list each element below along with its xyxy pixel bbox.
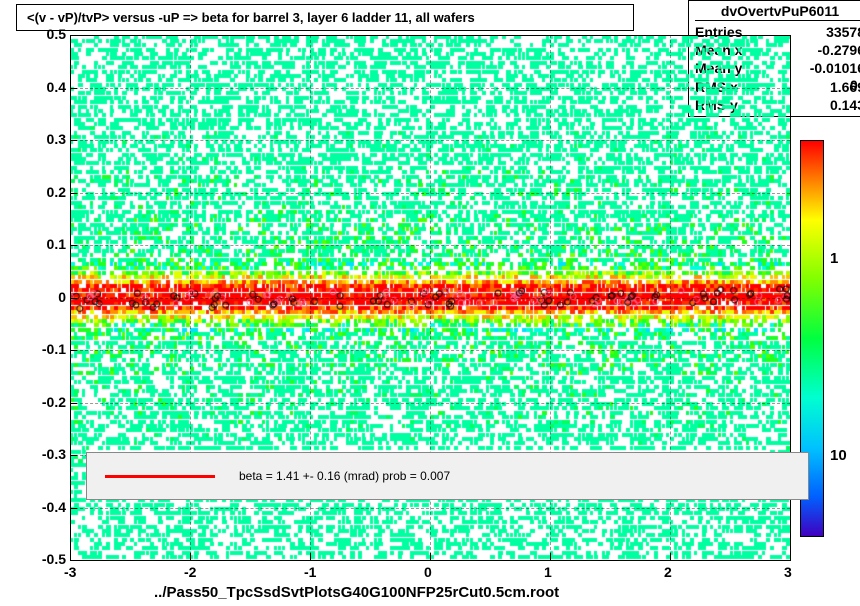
ytick-label: -0.3 xyxy=(42,446,66,462)
fit-line-sample xyxy=(105,475,215,478)
xtick-label: -3 xyxy=(64,564,76,580)
ytick-label: 0.4 xyxy=(47,79,66,95)
fit-legend-box: beta = 1.41 +- 0.16 (mrad) prob = 0.007 xyxy=(86,452,809,500)
xtick-label: -1 xyxy=(304,564,316,580)
ytick-label: -0.1 xyxy=(42,341,66,357)
ytick-label: 0.3 xyxy=(47,131,66,147)
ytick-label: -0.5 xyxy=(42,551,66,567)
secondary-axis-zero: 0 xyxy=(850,77,858,93)
colorbar-tick-label: 10 xyxy=(830,447,847,464)
ytick-label: -0.2 xyxy=(42,394,66,410)
ytick-label: 0.5 xyxy=(47,26,66,42)
xtick-label: 2 xyxy=(664,564,672,580)
xtick-label: -2 xyxy=(184,564,196,580)
ytick-label: 0.1 xyxy=(47,236,66,252)
ytick-label: 0 xyxy=(58,289,66,305)
xtick-label: 3 xyxy=(784,564,792,580)
colorbar-tick-label: 1 xyxy=(830,250,838,267)
xtick-label: 1 xyxy=(544,564,552,580)
ytick-label: -0.4 xyxy=(42,499,66,515)
plot-title-box: <(v - vP)/tvP> versus -uP => beta for ba… xyxy=(16,4,634,31)
x-axis-label: ../Pass50_TpcSsdSvtPlotsG40G100NFP25rCut… xyxy=(154,584,559,601)
plot-title: <(v - vP)/tvP> versus -uP => beta for ba… xyxy=(27,10,475,25)
fit-text: beta = 1.41 +- 0.16 (mrad) prob = 0.007 xyxy=(239,469,450,483)
stats-header: dvOvertvPuP6011 xyxy=(695,3,860,21)
ytick-label: 0.2 xyxy=(47,184,66,200)
xtick-label: 0 xyxy=(424,564,432,580)
